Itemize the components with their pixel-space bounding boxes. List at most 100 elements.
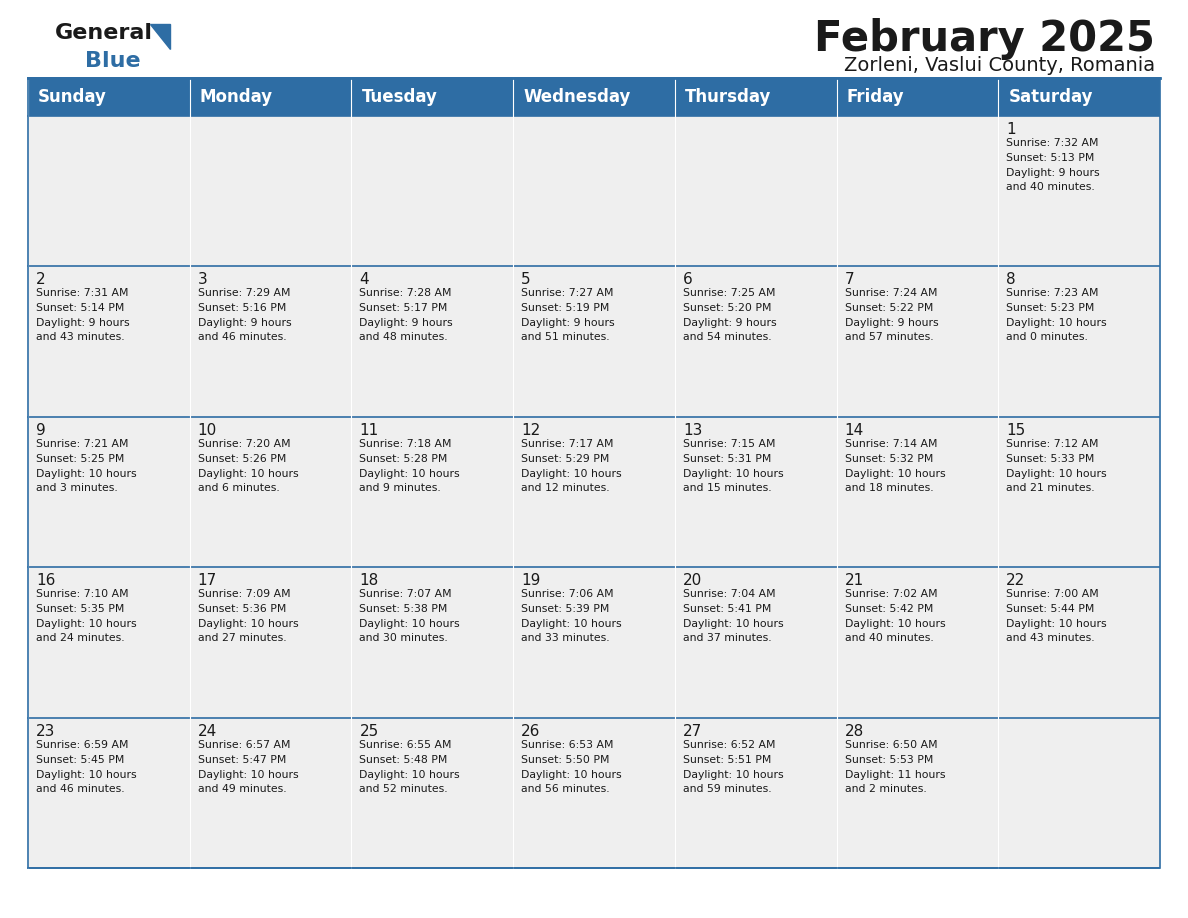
Text: Sunset: 5:41 PM: Sunset: 5:41 PM [683,604,771,614]
Text: Sunrise: 7:07 AM: Sunrise: 7:07 AM [360,589,453,599]
Bar [352,718,513,868]
Text: Sunrise: 7:23 AM: Sunrise: 7:23 AM [1006,288,1099,298]
Text: 3: 3 [197,273,208,287]
Text: Sunset: 5:35 PM: Sunset: 5:35 PM [36,604,125,614]
Polygon shape [150,24,170,49]
Text: Sunday: Sunday [38,88,107,106]
Text: Sunrise: 6:53 AM: Sunrise: 6:53 AM [522,740,614,750]
Text: Sunrise: 7:32 AM: Sunrise: 7:32 AM [1006,138,1099,148]
Text: and 24 minutes.: and 24 minutes. [36,633,125,644]
Text: Sunrise: 7:04 AM: Sunrise: 7:04 AM [683,589,776,599]
Text: Daylight: 10 hours: Daylight: 10 hours [1006,319,1107,329]
Text: Daylight: 10 hours: Daylight: 10 hours [522,620,621,629]
Text: Daylight: 9 hours: Daylight: 9 hours [845,319,939,329]
Text: 18: 18 [360,573,379,588]
Bar [190,567,352,718]
Text: Sunset: 5:23 PM: Sunset: 5:23 PM [1006,304,1094,313]
Text: and 48 minutes.: and 48 minutes. [360,332,448,342]
Text: Sunrise: 7:14 AM: Sunrise: 7:14 AM [845,439,937,449]
Text: Daylight: 10 hours: Daylight: 10 hours [36,769,137,779]
Text: Daylight: 10 hours: Daylight: 10 hours [197,620,298,629]
Text: Sunrise: 7:29 AM: Sunrise: 7:29 AM [197,288,290,298]
Text: Daylight: 10 hours: Daylight: 10 hours [683,620,783,629]
Bar [998,567,1159,718]
Text: Sunrise: 7:06 AM: Sunrise: 7:06 AM [522,589,614,599]
Text: 12: 12 [522,423,541,438]
Text: Daylight: 9 hours: Daylight: 9 hours [36,319,129,329]
Text: Thursday: Thursday [684,88,771,106]
Text: Sunset: 5:42 PM: Sunset: 5:42 PM [845,604,933,614]
Text: Sunset: 5:22 PM: Sunset: 5:22 PM [845,304,933,313]
Text: Sunrise: 7:09 AM: Sunrise: 7:09 AM [197,589,290,599]
Bar [190,116,352,266]
Text: Sunrise: 7:31 AM: Sunrise: 7:31 AM [36,288,128,298]
Text: Daylight: 10 hours: Daylight: 10 hours [360,620,460,629]
Text: and 52 minutes.: and 52 minutes. [360,784,448,793]
Text: Sunrise: 7:17 AM: Sunrise: 7:17 AM [522,439,614,449]
Text: and 57 minutes.: and 57 minutes. [845,332,934,342]
Text: and 43 minutes.: and 43 minutes. [36,332,125,342]
Text: Daylight: 10 hours: Daylight: 10 hours [1006,620,1107,629]
Text: Sunset: 5:19 PM: Sunset: 5:19 PM [522,304,609,313]
Text: and 21 minutes.: and 21 minutes. [1006,483,1095,493]
Text: 8: 8 [1006,273,1016,287]
Text: Sunset: 5:25 PM: Sunset: 5:25 PM [36,453,125,464]
Text: and 12 minutes.: and 12 minutes. [522,483,609,493]
Text: Daylight: 10 hours: Daylight: 10 hours [683,469,783,479]
Bar [675,116,836,266]
Text: Sunset: 5:36 PM: Sunset: 5:36 PM [197,604,286,614]
Text: Sunrise: 6:52 AM: Sunrise: 6:52 AM [683,740,776,750]
Text: Tuesday: Tuesday [361,88,437,106]
Text: 5: 5 [522,273,531,287]
Text: and 59 minutes.: and 59 minutes. [683,784,771,793]
Text: Sunset: 5:44 PM: Sunset: 5:44 PM [1006,604,1094,614]
Text: Sunrise: 7:10 AM: Sunrise: 7:10 AM [36,589,128,599]
Bar [836,718,998,868]
Text: Daylight: 10 hours: Daylight: 10 hours [197,469,298,479]
Text: Daylight: 10 hours: Daylight: 10 hours [36,620,137,629]
Text: and 6 minutes.: and 6 minutes. [197,483,279,493]
Text: Sunrise: 6:55 AM: Sunrise: 6:55 AM [360,740,451,750]
Bar [675,417,836,567]
Bar [998,116,1159,266]
Text: Daylight: 9 hours: Daylight: 9 hours [360,319,453,329]
Text: Zorleni, Vaslui County, Romania: Zorleni, Vaslui County, Romania [843,56,1155,75]
Text: Saturday: Saturday [1009,88,1093,106]
Text: 7: 7 [845,273,854,287]
Text: Daylight: 11 hours: Daylight: 11 hours [845,769,946,779]
Bar [29,417,190,567]
Text: 4: 4 [360,273,369,287]
Bar [352,417,513,567]
Bar [29,78,1159,116]
Bar [836,266,998,417]
Text: Daylight: 10 hours: Daylight: 10 hours [360,769,460,779]
Text: 9: 9 [36,423,46,438]
Bar [998,718,1159,868]
Text: 20: 20 [683,573,702,588]
Bar [513,417,675,567]
Text: Sunset: 5:51 PM: Sunset: 5:51 PM [683,755,771,765]
Bar [675,567,836,718]
Text: 22: 22 [1006,573,1025,588]
Bar [29,567,190,718]
Text: Daylight: 9 hours: Daylight: 9 hours [683,319,777,329]
Text: and 49 minutes.: and 49 minutes. [197,784,286,793]
Text: Sunset: 5:20 PM: Sunset: 5:20 PM [683,304,771,313]
Text: and 56 minutes.: and 56 minutes. [522,784,609,793]
Text: and 33 minutes.: and 33 minutes. [522,633,609,644]
Text: Sunrise: 7:00 AM: Sunrise: 7:00 AM [1006,589,1099,599]
Text: Sunrise: 7:27 AM: Sunrise: 7:27 AM [522,288,614,298]
Text: Sunrise: 6:50 AM: Sunrise: 6:50 AM [845,740,937,750]
Text: Wednesday: Wednesday [523,88,631,106]
Text: Sunrise: 7:25 AM: Sunrise: 7:25 AM [683,288,776,298]
Bar [513,266,675,417]
Bar [29,78,1159,868]
Text: Sunset: 5:33 PM: Sunset: 5:33 PM [1006,453,1094,464]
Text: Sunset: 5:48 PM: Sunset: 5:48 PM [360,755,448,765]
Text: 14: 14 [845,423,864,438]
Text: 28: 28 [845,723,864,739]
Text: 6: 6 [683,273,693,287]
Text: Sunset: 5:28 PM: Sunset: 5:28 PM [360,453,448,464]
Text: 26: 26 [522,723,541,739]
Text: Sunset: 5:50 PM: Sunset: 5:50 PM [522,755,609,765]
